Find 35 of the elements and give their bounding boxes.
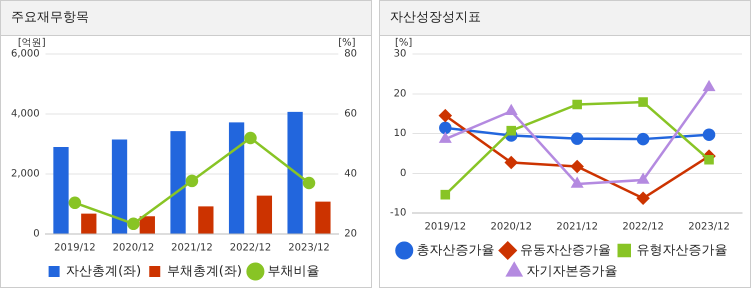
x-tick-label: 2020/12: [490, 222, 532, 233]
legend-label: 자산총계(좌): [66, 264, 142, 279]
legend-label: 총자산증가율: [416, 242, 494, 258]
y-tick-label: 20: [394, 88, 406, 100]
y-tick-label: 30: [394, 48, 406, 60]
x-tick-label: 2023/12: [288, 242, 330, 254]
y-tick-label: -10: [390, 208, 406, 219]
y-tick-label: 10: [394, 128, 406, 140]
y-tick-label: 2,000: [10, 168, 40, 180]
x-tick-label: 2022/12: [230, 242, 272, 254]
legend-label: 유동자산증가율: [520, 242, 611, 258]
x-tick-label: 2021/12: [556, 222, 598, 233]
legend-label: 부채비율: [267, 264, 320, 279]
y2-tick-label: 40: [344, 168, 358, 180]
x-tick-label: 2019/12: [424, 222, 466, 233]
x-tick-label: 2023/12: [688, 222, 730, 233]
y2-axis-title: [%]: [338, 38, 356, 49]
y-tick-label: 6,000: [10, 48, 40, 60]
x-tick-label: 2022/12: [622, 222, 664, 233]
legend-label: 유형자산증가율: [636, 242, 728, 258]
y2-tick-label: 60: [344, 108, 358, 120]
chart-title: 자산성장성지표: [380, 1, 750, 36]
y-axis-title: [억원]: [18, 38, 46, 49]
y-axis-title: [%]: [395, 38, 412, 49]
x-tick-label: 2021/12: [171, 242, 213, 254]
legend-label: 자기자본증가율: [526, 264, 618, 279]
y-tick-label: 0: [400, 168, 406, 179]
y2-tick-label: 20: [344, 228, 358, 240]
y2-tick-label: 80: [344, 48, 358, 60]
legend-label: 부채총계(좌): [166, 264, 242, 279]
y-tick-label: 0: [33, 228, 40, 240]
x-tick-label: 2019/12: [54, 242, 96, 254]
x-tick-label: 2020/12: [112, 242, 154, 254]
chart-title: 주요재무항목: [1, 1, 371, 36]
y-tick-label: 4,000: [10, 108, 40, 120]
